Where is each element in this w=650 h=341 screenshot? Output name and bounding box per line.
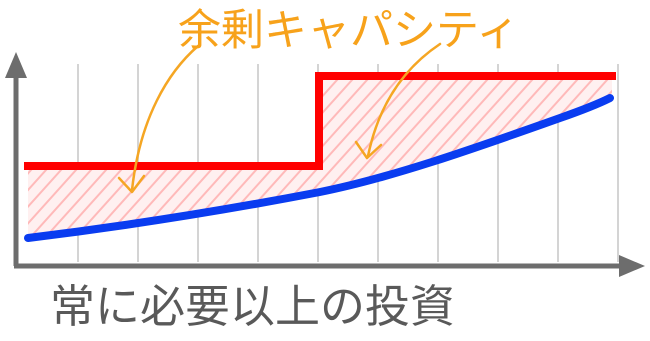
x-axis-arrowhead (619, 255, 645, 277)
y-axis-arrowhead (5, 52, 27, 78)
capacity-step-line (24, 72, 616, 170)
curved-arrow-icon (354, 42, 442, 160)
surplus-capacity-label: 余剰キャパシティ (178, 6, 520, 56)
hatch-stroke (159, 76, 341, 238)
hatch-stroke (144, 76, 326, 238)
diagram-caption: 常に必要以上の投資 (50, 280, 456, 333)
hatch-stroke (0, 60, 10, 260)
hatch-stroke (0, 60, 25, 260)
hatch-stroke (99, 76, 281, 238)
arrow-right-shaft (366, 42, 442, 158)
demand-curve (24, 94, 614, 242)
hatch-stroke (129, 76, 311, 238)
curved-arrow-icon (117, 44, 200, 194)
hatch-stroke (114, 76, 296, 238)
arrow-left-head (117, 174, 146, 194)
arrow-right-head (354, 140, 383, 160)
arrow-left-shaft (130, 44, 200, 192)
axes (5, 52, 645, 277)
